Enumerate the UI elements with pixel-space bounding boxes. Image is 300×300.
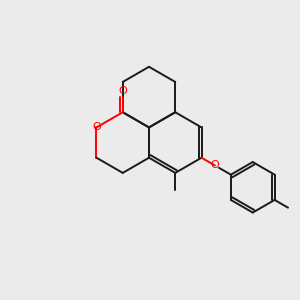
Text: O: O: [118, 86, 127, 96]
Text: O: O: [92, 122, 101, 132]
Text: O: O: [211, 160, 219, 170]
